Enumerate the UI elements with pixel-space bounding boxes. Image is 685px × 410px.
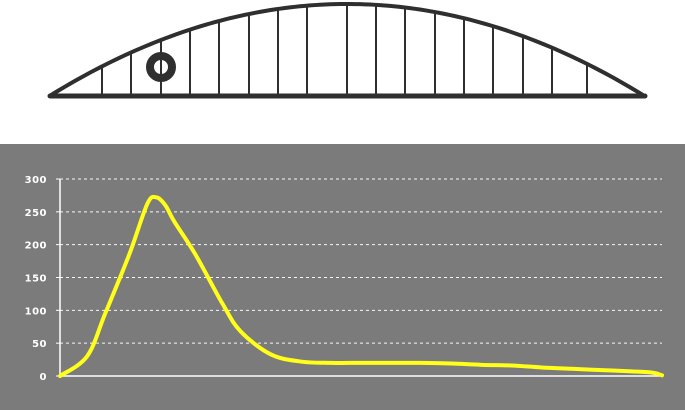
hanger-group [101, 4, 588, 96]
y-tick-label-200: 200 [25, 241, 47, 252]
y-tick-label-250: 250 [25, 208, 47, 219]
chart-panel: 0 50 100 150 200 250 300 [0, 144, 685, 410]
line-chart: 0 50 100 150 200 250 300 [25, 175, 664, 383]
arch-rib [48, 1, 647, 99]
y-tick-label-300: 300 [25, 175, 47, 186]
bridge-svg [47, 1, 648, 99]
series-line [58, 194, 664, 378]
y-tick-label-0: 0 [40, 372, 47, 383]
y-axis-tick-labels: 0 50 100 150 200 250 300 [25, 175, 60, 383]
y-tick-label-50: 50 [32, 339, 47, 350]
ring-icon [146, 52, 176, 82]
load-marker-ring [146, 52, 176, 82]
series-points [60, 197, 662, 376]
y-tick-label-100: 100 [25, 306, 47, 317]
y-tick-label-150: 150 [25, 274, 47, 285]
grid-lines [60, 178, 662, 344]
arch-bridge-diagram [0, 0, 685, 144]
